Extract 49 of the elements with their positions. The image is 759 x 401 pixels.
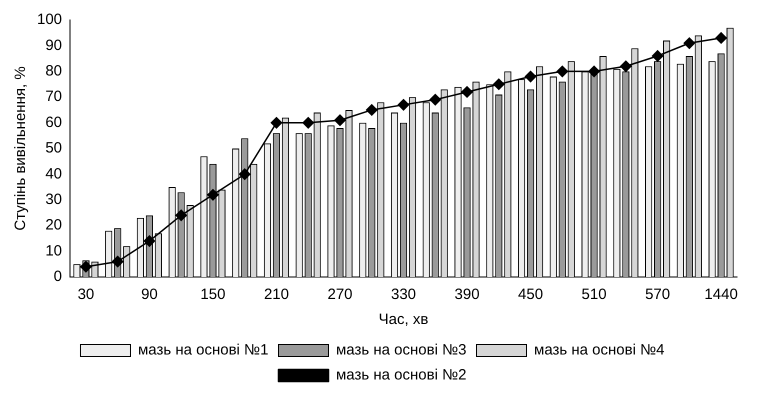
x-tick-label: 210 <box>264 286 289 304</box>
x-tick-label: 1440 <box>704 286 738 304</box>
point <box>652 50 664 62</box>
y-tick-label: 70 <box>45 88 62 106</box>
y-tick-label: 100 <box>36 11 62 28</box>
point <box>398 99 410 111</box>
y-tick-label: 0 <box>54 268 62 286</box>
y-tick-label: 10 <box>45 242 62 260</box>
point <box>588 66 600 78</box>
x-tick-label: 570 <box>645 286 670 304</box>
x-tick-label: 510 <box>582 286 607 304</box>
point <box>175 210 187 222</box>
point <box>556 66 568 78</box>
x-tick-label: 390 <box>454 286 480 304</box>
y-tick-label: 40 <box>45 165 62 182</box>
point <box>620 60 632 72</box>
point <box>715 32 727 44</box>
y-tick-label: 30 <box>45 191 62 208</box>
x-tick-label: 270 <box>327 286 353 304</box>
legend-label: мазь на основі №4 <box>534 342 665 359</box>
point <box>366 104 378 116</box>
point <box>430 94 442 106</box>
x-tick-label: 150 <box>200 286 226 304</box>
point <box>524 70 536 82</box>
x-tick-label: 450 <box>518 286 544 304</box>
y-tick-label: 20 <box>45 216 62 234</box>
point <box>207 189 219 201</box>
point <box>238 168 250 180</box>
x-tick-label: 90 <box>141 286 158 304</box>
y-tick-label: 60 <box>45 114 62 131</box>
legend-label: мазь на основі №2 <box>336 366 467 384</box>
y-axis-title: Ступінь вивільнення, % <box>12 66 30 231</box>
point <box>144 235 156 247</box>
point <box>684 37 696 49</box>
y-tick-label: 50 <box>45 140 62 157</box>
point <box>334 114 346 126</box>
y-tick-label: 90 <box>45 36 62 54</box>
y-tick-label: 80 <box>45 62 62 80</box>
x-tick-label: 330 <box>391 286 416 304</box>
point <box>270 117 282 129</box>
x-axis-title: Час, хв <box>378 311 428 328</box>
x-tick-label: 30 <box>78 286 94 304</box>
point <box>302 117 314 129</box>
point <box>461 86 473 98</box>
legend-label: мазь на основі №1 <box>138 342 268 359</box>
point <box>112 256 124 268</box>
point <box>493 78 505 90</box>
legend-label: мазь на основі №3 <box>336 342 467 359</box>
point <box>80 260 92 272</box>
